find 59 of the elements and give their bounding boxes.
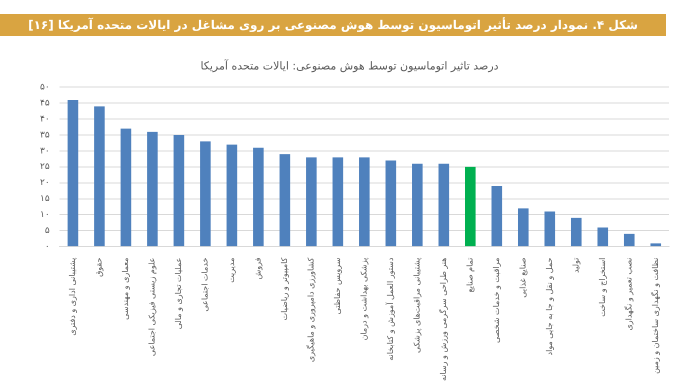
y-tick-label: ۱۰ xyxy=(40,210,50,220)
bar xyxy=(412,164,423,246)
x-tick-label: دستور العمل آموزش و کتابخانه xyxy=(384,257,395,361)
bar xyxy=(359,157,370,246)
bar xyxy=(597,227,608,246)
x-tick-label: سرویس حفاظتی xyxy=(332,257,342,314)
x-tick-label: فروش xyxy=(253,257,262,280)
x-tick-label: نظافت و نگهداری ساختمان و زمین xyxy=(650,258,660,374)
y-tick-label: ۳۰ xyxy=(40,146,50,156)
x-tick-label: علوم زیستی فیزیکی اجتماعی xyxy=(147,258,156,356)
y-tick-label: ۵ xyxy=(44,226,50,236)
bar xyxy=(68,100,78,246)
x-tick-label: پزشکی بهداشت و درمان xyxy=(359,258,368,340)
bar xyxy=(570,218,582,246)
bar xyxy=(147,132,158,246)
x-tick-label: مدیریت xyxy=(226,258,236,283)
x-tick-label: پشتیبانی مراقبت‌های پزشکی xyxy=(412,258,422,353)
x-tick-label: هنر طراحی سرگرمی ورزش و رسانه xyxy=(438,258,448,382)
bar xyxy=(624,234,635,246)
x-tick-label: استخراج و ساخت xyxy=(598,258,607,317)
x-tick-label: مراقبت و خدمات شخصی xyxy=(492,258,501,343)
bar xyxy=(120,128,132,246)
x-tick-label: کامپیوتر و ریاضیات xyxy=(280,257,289,320)
y-tick-label: ۲۰ xyxy=(40,178,50,188)
x-tick-label: تمام صنایع xyxy=(465,258,474,293)
bar xyxy=(465,166,476,246)
x-tick-label: کشاورزی دامپروری و ماهیگیری xyxy=(305,257,316,362)
chart-title: شکل ۴. نمودار درصد تأثیر اتوماسیون توسط هوش مصنوعی بر روی مشاغل در ایالات متحده آمریکا [۱۶] xyxy=(0,14,666,36)
x-tick-label: صنایع غذایی xyxy=(518,257,528,298)
bar xyxy=(386,160,396,246)
y-tick-label: ۲۵ xyxy=(40,162,50,172)
y-tick-label: ۳۵ xyxy=(40,130,50,140)
bar xyxy=(200,141,211,246)
y-tick-label: ۴۵ xyxy=(40,98,50,108)
x-tick-label: عملیات تجاری و مالی xyxy=(174,258,183,330)
bar xyxy=(306,157,317,246)
x-tick-label: حمل و نقل و جا به جایی مواد xyxy=(544,258,554,356)
bar xyxy=(438,164,450,246)
x-tick-label: خدمات اجتماعی xyxy=(200,258,210,312)
bar xyxy=(174,135,184,246)
y-tick-label: ۰ xyxy=(44,242,50,252)
chart-subtitle: درصد تاثیر اتوماسیون توسط هوش مصنوعی: ایالات متحده آمریکا xyxy=(200,58,499,72)
bar xyxy=(94,106,105,246)
bar xyxy=(332,157,344,246)
bar xyxy=(544,212,556,246)
bar xyxy=(518,208,529,246)
bar xyxy=(253,148,264,246)
y-tick-label: ۱۵ xyxy=(40,194,50,204)
bar xyxy=(492,186,502,246)
bar xyxy=(280,154,290,246)
x-tick-label: تولید xyxy=(571,258,580,274)
bar xyxy=(226,144,238,246)
x-tick-label: حقوق xyxy=(94,258,104,277)
bar xyxy=(650,243,662,246)
x-tick-label: پشتیبانی اداری و دفتری xyxy=(68,258,77,336)
y-tick-label: ۴۰ xyxy=(40,114,50,124)
y-tick-label: ۵۰ xyxy=(40,82,50,93)
x-tick-label: معماری و مهندسی xyxy=(120,258,130,320)
x-tick-label: نصب تعمیر و نگهداری xyxy=(623,258,634,331)
